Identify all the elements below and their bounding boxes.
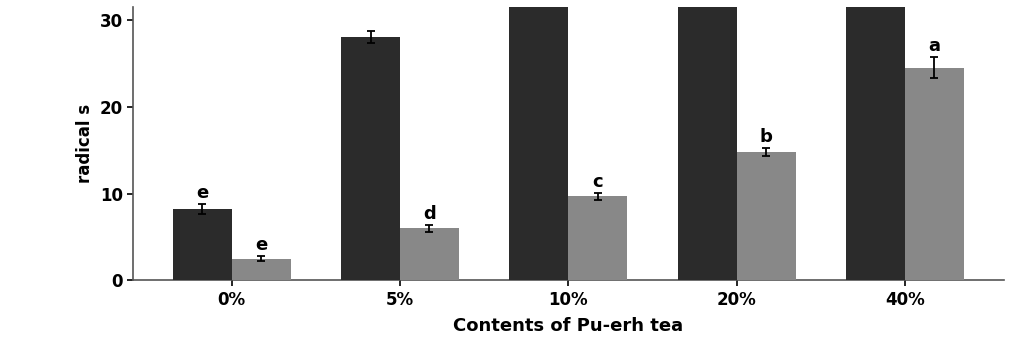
Bar [173,209,231,280]
Bar [341,37,400,280]
X-axis label: Contents of Pu-erh tea: Contents of Pu-erh tea [454,317,683,335]
Bar [568,196,628,280]
Text: e: e [196,184,208,202]
Text: b: b [760,128,772,146]
Text: a: a [929,38,940,55]
Text: c: c [593,173,603,191]
Text: e: e [255,236,267,254]
Bar [736,152,796,280]
Bar [231,259,291,280]
Bar [509,0,568,280]
Y-axis label: radical s: radical s [76,104,94,183]
Bar [400,228,459,280]
Bar [678,0,736,280]
Text: d: d [423,205,436,223]
Bar [905,68,964,280]
Bar [846,0,905,280]
